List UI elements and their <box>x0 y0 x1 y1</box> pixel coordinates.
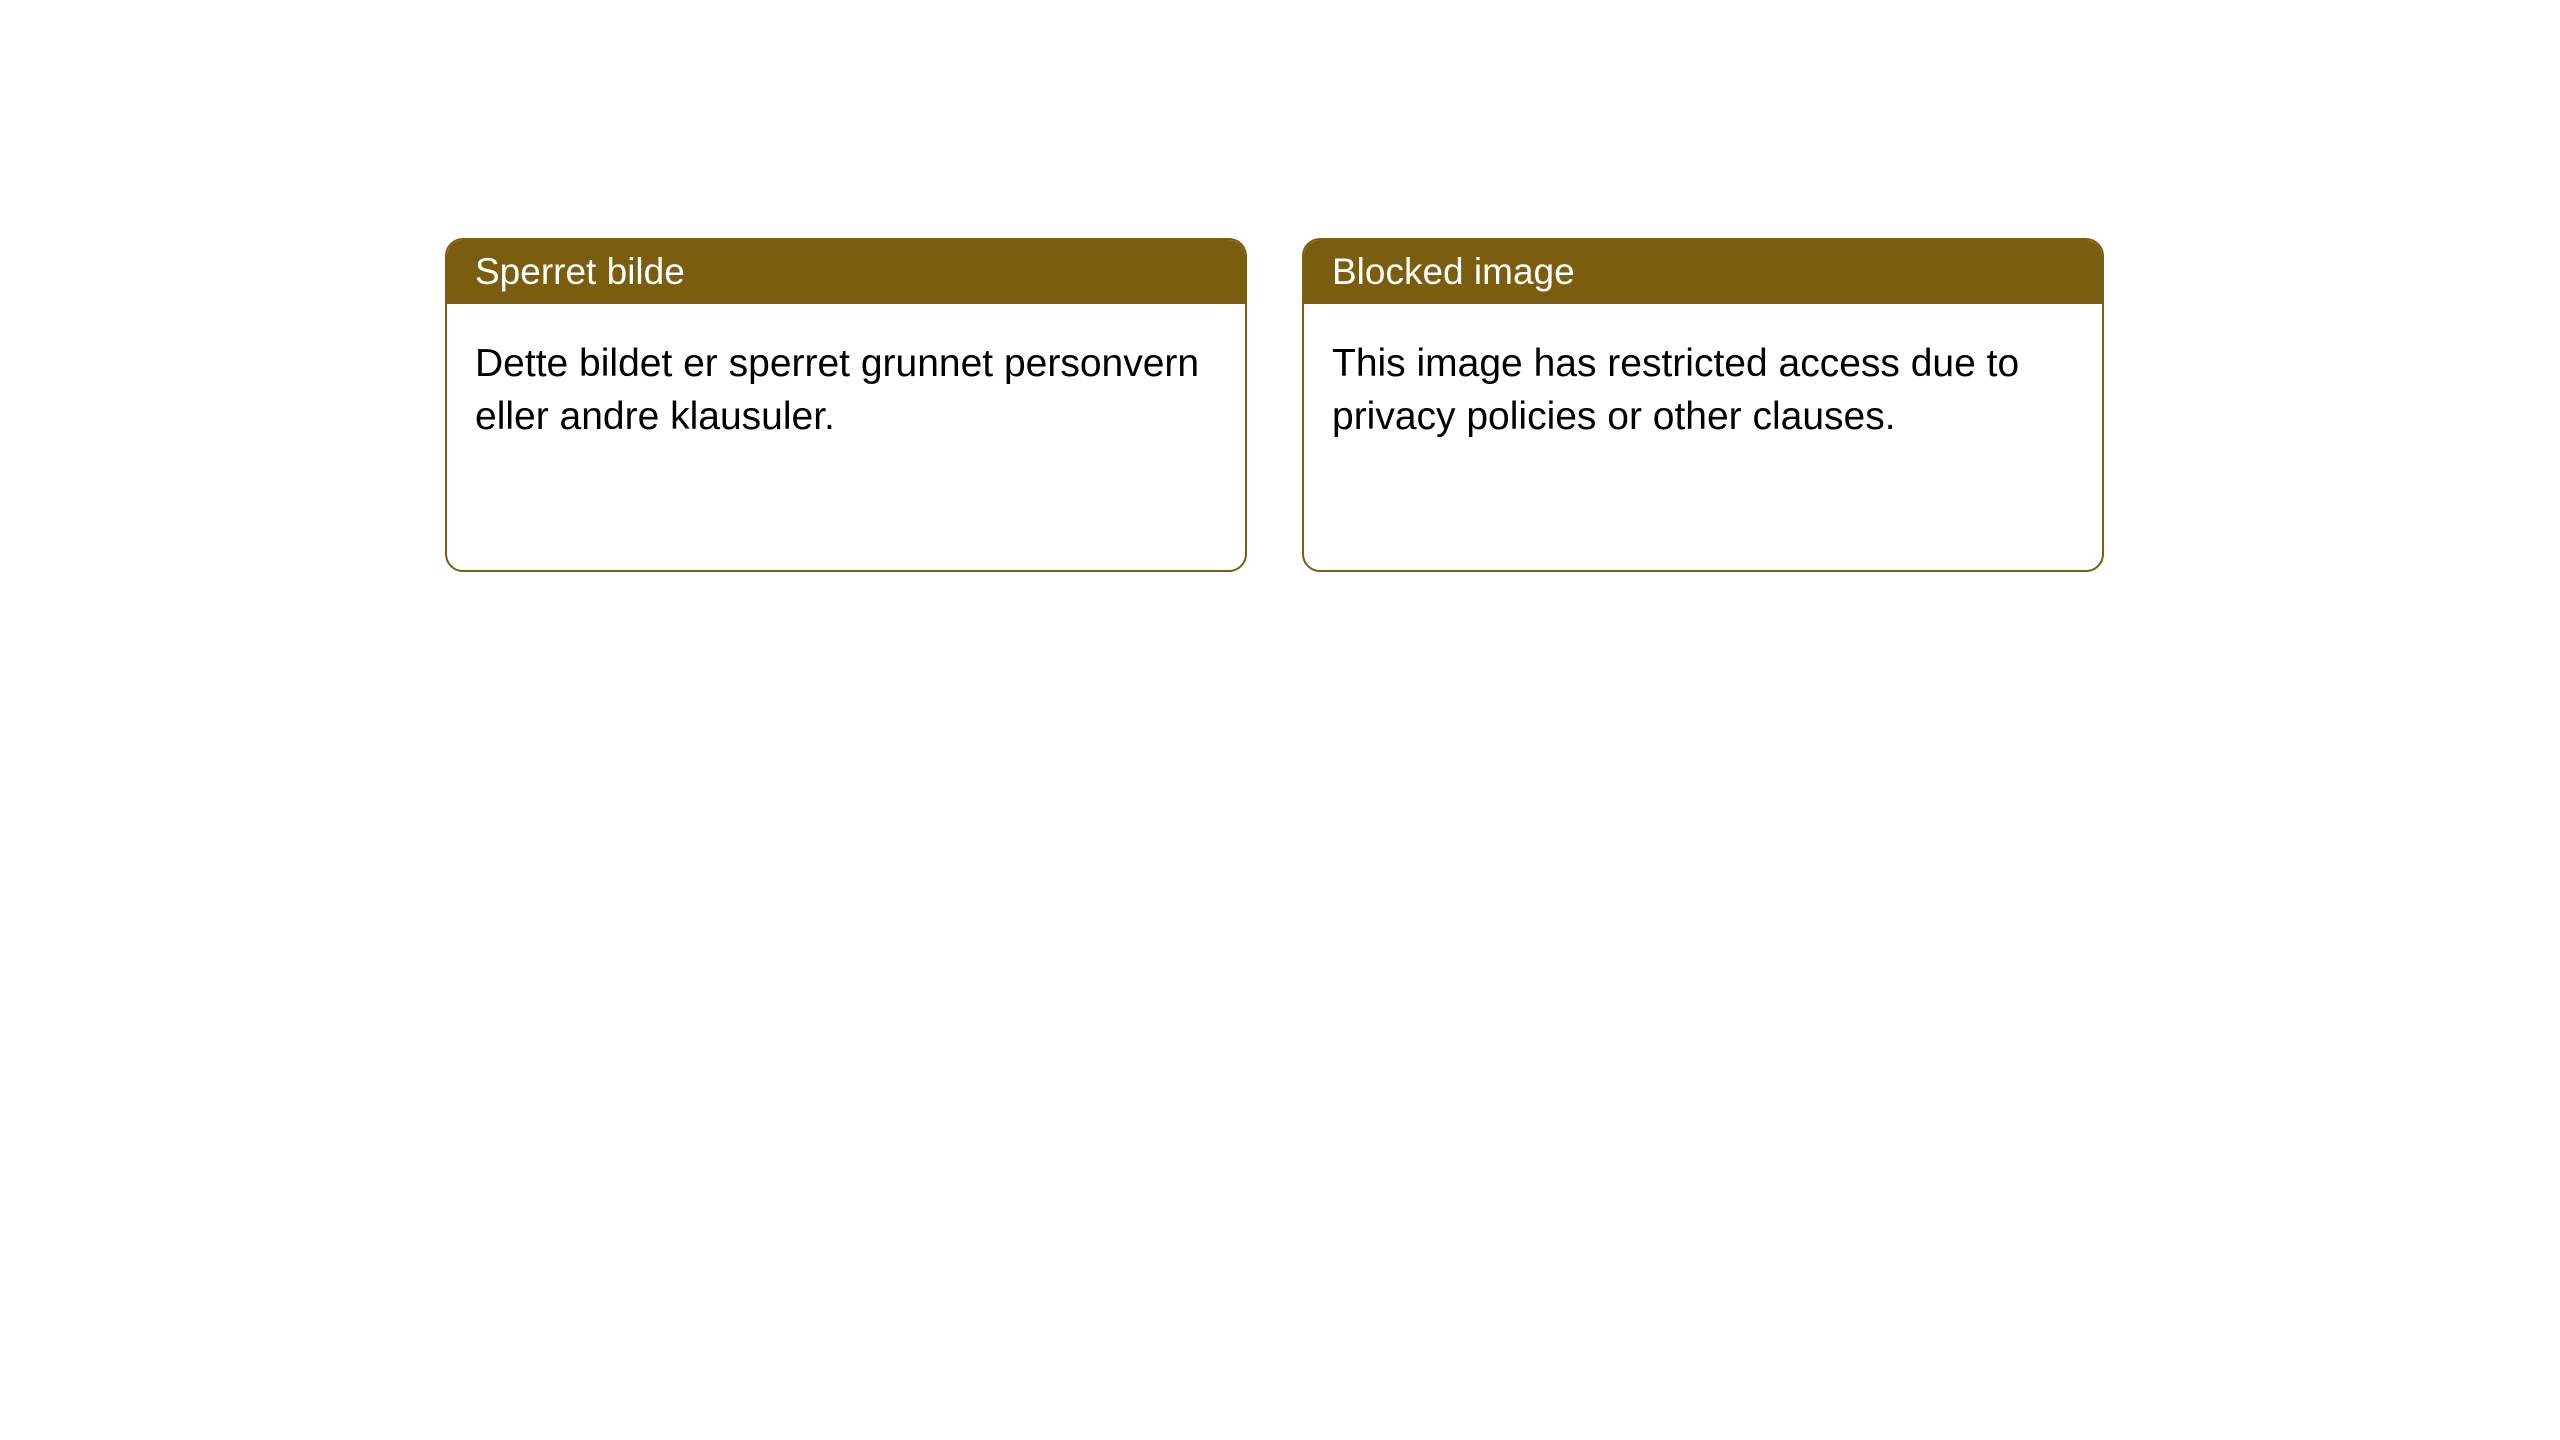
notice-box-norwegian: Sperret bilde Dette bildet er sperret gr… <box>445 238 1247 572</box>
notice-container: Sperret bilde Dette bildet er sperret gr… <box>0 0 2560 572</box>
notice-header-english: Blocked image <box>1304 240 2102 304</box>
notice-body-norwegian: Dette bildet er sperret grunnet personve… <box>447 304 1245 477</box>
notice-body-english: This image has restricted access due to … <box>1304 304 2102 477</box>
notice-box-english: Blocked image This image has restricted … <box>1302 238 2104 572</box>
notice-header-norwegian: Sperret bilde <box>447 240 1245 304</box>
